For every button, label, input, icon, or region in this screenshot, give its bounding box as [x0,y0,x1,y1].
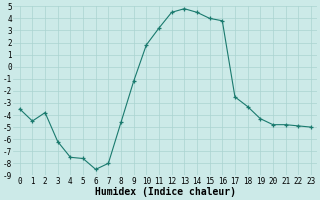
X-axis label: Humidex (Indice chaleur): Humidex (Indice chaleur) [95,187,236,197]
